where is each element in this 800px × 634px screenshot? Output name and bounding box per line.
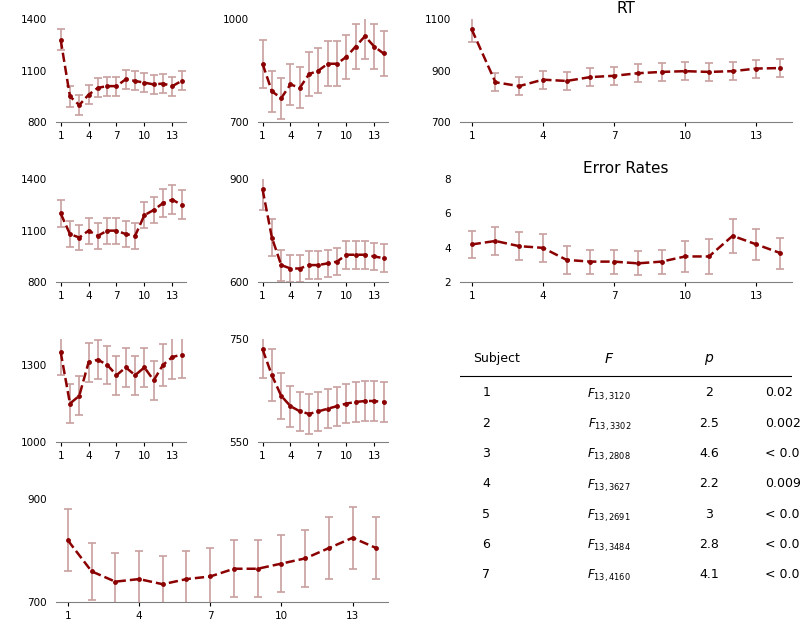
Text: 4.1: 4.1: [699, 568, 719, 581]
Text: 7: 7: [482, 568, 490, 581]
Text: < 0.001: < 0.001: [766, 568, 800, 581]
Text: $\mathit{F}_{13,4160}$: $\mathit{F}_{13,4160}$: [587, 568, 631, 585]
Text: 4.6: 4.6: [699, 447, 719, 460]
Title: Error Rates: Error Rates: [583, 162, 669, 176]
Text: 2: 2: [705, 387, 713, 399]
Text: $\mathit{F}_{13,3302}$: $\mathit{F}_{13,3302}$: [587, 417, 631, 433]
Text: $\mathit{F}_{13,3484}$: $\mathit{F}_{13,3484}$: [587, 538, 631, 554]
Text: 6: 6: [482, 538, 490, 551]
Text: 4: 4: [482, 477, 490, 490]
Text: Subject: Subject: [473, 353, 520, 365]
Text: < 0.001: < 0.001: [766, 508, 800, 521]
Text: 3: 3: [482, 447, 490, 460]
Text: $\mathbf{\mathit{F}}$: $\mathbf{\mathit{F}}$: [604, 353, 614, 366]
Text: 0.002: 0.002: [766, 417, 800, 430]
Text: < 0.001: < 0.001: [766, 447, 800, 460]
Text: $\mathit{F}_{13,3120}$: $\mathit{F}_{13,3120}$: [587, 387, 631, 403]
Text: 5: 5: [482, 508, 490, 521]
Title: RT: RT: [617, 1, 635, 16]
Text: 2.5: 2.5: [699, 417, 719, 430]
Text: 1: 1: [482, 387, 490, 399]
Text: $\mathit{F}_{13,3627}$: $\mathit{F}_{13,3627}$: [587, 477, 631, 494]
Text: 3: 3: [705, 508, 713, 521]
Text: $\mathit{F}_{13,2808}$: $\mathit{F}_{13,2808}$: [587, 447, 631, 463]
Text: 2: 2: [482, 417, 490, 430]
Text: 2.8: 2.8: [699, 538, 719, 551]
Text: 2.2: 2.2: [699, 477, 719, 490]
Text: 0.009: 0.009: [766, 477, 800, 490]
Text: 0.02: 0.02: [766, 387, 794, 399]
Text: $\mathbf{\mathit{p}}$: $\mathbf{\mathit{p}}$: [704, 353, 714, 367]
Text: $\mathit{F}_{13,2691}$: $\mathit{F}_{13,2691}$: [587, 508, 631, 524]
Text: < 0.001: < 0.001: [766, 538, 800, 551]
